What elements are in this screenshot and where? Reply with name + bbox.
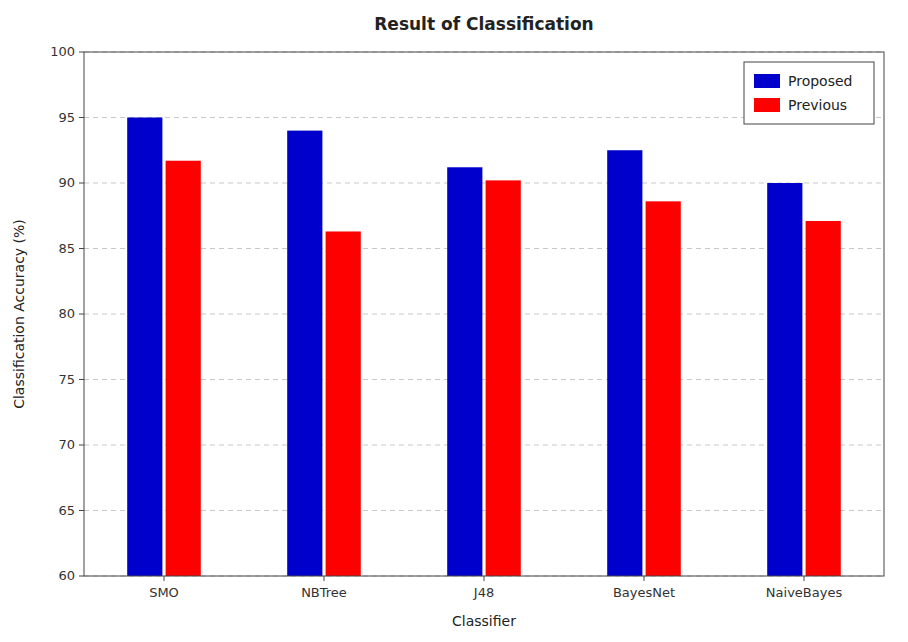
x-tick (484, 576, 485, 581)
x-tick-label: SMO (149, 585, 179, 600)
y-tick-label: 100 (50, 44, 75, 59)
y-tick-label: 80 (58, 306, 75, 321)
y-tick-label: 75 (58, 372, 75, 387)
chart-container: 60 65 70 75 80 85 90 95 100 SMO NBTree J48 BayesNet N… (0, 0, 908, 642)
grid (84, 52, 884, 576)
bars (127, 118, 841, 577)
y-tick (79, 52, 84, 53)
x-tick (804, 576, 805, 581)
legend: Proposed Previous (744, 62, 874, 124)
grid-line (84, 510, 884, 511)
grid-line (84, 445, 884, 446)
x-tick-label: J48 (473, 585, 494, 600)
y-tick (79, 379, 84, 380)
y-tick-label: 70 (58, 437, 75, 452)
grid-line (84, 314, 884, 315)
x-axis-label: Classifier (452, 613, 516, 629)
legend-label: Previous (788, 97, 847, 113)
x-tick (324, 576, 325, 581)
legend-swatch (754, 98, 780, 112)
bar (646, 201, 681, 576)
chart-svg: 60 65 70 75 80 85 90 95 100 SMO NBTree J48 BayesNet N… (0, 0, 908, 642)
y-tick (79, 248, 84, 249)
bar (767, 183, 802, 576)
plot-frame (84, 52, 884, 576)
title: Result of Classification (374, 14, 593, 34)
x-axis: SMO NBTree J48 BayesNet NaiveBayes (149, 576, 842, 600)
bar (287, 131, 322, 576)
y-axis-label: Classification Accuracy (%) (11, 219, 27, 409)
bar (326, 231, 361, 576)
y-tick-label: 60 (58, 568, 75, 583)
x-tick-label: NaiveBayes (766, 585, 843, 600)
y-tick (79, 183, 84, 184)
y-tick (79, 314, 84, 315)
y-tick (79, 576, 84, 577)
bar (166, 161, 201, 576)
x-tick-label: NBTree (301, 585, 347, 600)
bar (806, 221, 841, 576)
y-tick (79, 117, 84, 118)
y-axis: 60 65 70 75 80 85 90 95 100 (50, 44, 84, 583)
grid-line (84, 183, 884, 184)
y-tick-label: 95 (58, 110, 75, 125)
bar (127, 118, 162, 577)
legend-label: Proposed (788, 73, 852, 89)
bar (607, 150, 642, 576)
x-tick-label: BayesNet (613, 585, 675, 600)
y-tick (79, 445, 84, 446)
grid-line (84, 248, 884, 249)
bar (447, 167, 482, 576)
x-tick (164, 576, 165, 581)
grid-line (84, 379, 884, 380)
legend-swatch (754, 74, 780, 88)
y-tick-label: 90 (58, 175, 75, 190)
bar (486, 180, 521, 576)
y-tick-label: 65 (58, 503, 75, 518)
legend-box (744, 62, 874, 124)
y-tick-label: 85 (58, 241, 75, 256)
y-tick (79, 510, 84, 511)
x-tick (644, 576, 645, 581)
